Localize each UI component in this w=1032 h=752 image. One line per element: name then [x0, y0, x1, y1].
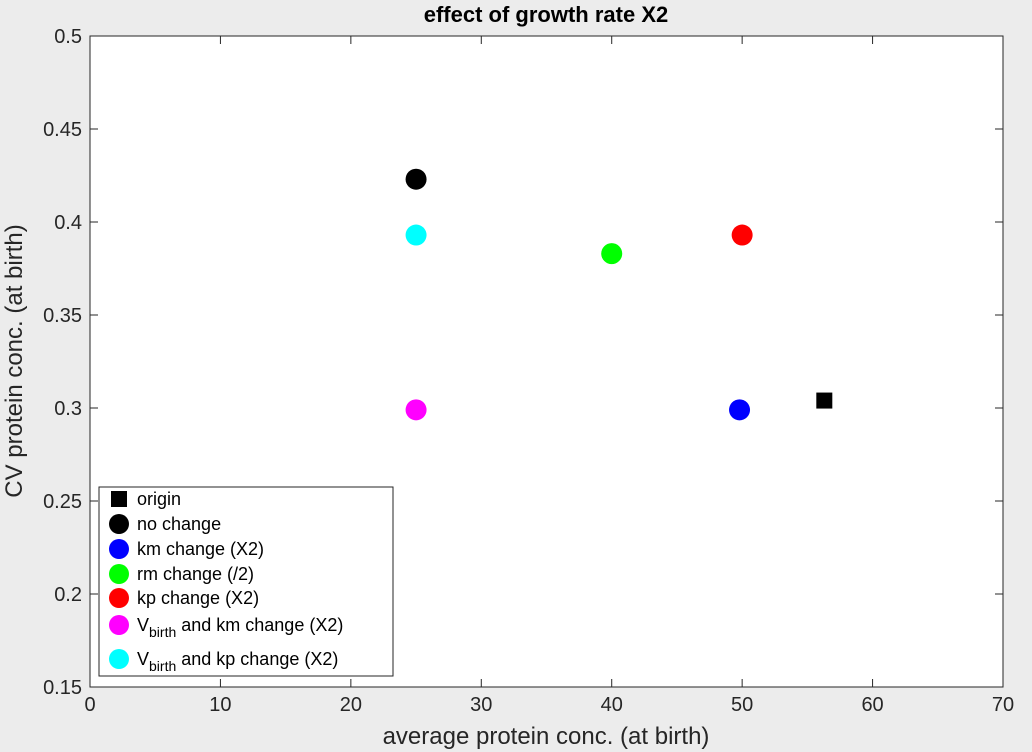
marker-series-6 — [405, 224, 427, 246]
x-tick-label: 30 — [470, 694, 492, 716]
legend-label: kp change (X2) — [137, 588, 259, 608]
y-tick-label: 0.45 — [43, 119, 82, 141]
x-tick-label: 20 — [340, 694, 362, 716]
axis-ticks — [89, 35, 1004, 688]
legend-marker — [109, 588, 129, 608]
y-tick-label: 0.5 — [54, 26, 82, 48]
x-tick-label: 10 — [209, 694, 231, 716]
x-tick-label: 40 — [601, 694, 623, 716]
legend-entry: Vbirth and kp change (X2) — [137, 649, 338, 674]
legend-marker — [111, 491, 127, 507]
legend-marker — [109, 615, 129, 635]
legend-entry: Vbirth and km change (X2) — [137, 615, 343, 640]
data-markers — [405, 168, 833, 421]
legend-label-suffix: and km change (X2) — [176, 615, 343, 635]
legend-label-subscript: birth — [149, 624, 176, 640]
legend-label: V — [137, 649, 149, 669]
marker-series-2 — [729, 399, 751, 421]
legend-entry: rm change (/2) — [137, 564, 254, 584]
y-tick-label: 0.35 — [43, 305, 82, 327]
legend-items: origin no change km change (X2) rm change (… — [109, 489, 343, 674]
y-tick-label: 0.3 — [54, 398, 82, 420]
legend-entry: kp change (X2) — [137, 588, 259, 608]
x-tick-label: 70 — [992, 694, 1014, 716]
x-axis-label: average protein conc. (at birth) — [383, 723, 710, 750]
legend-label: origin — [137, 489, 181, 509]
legend-label: km change (X2) — [137, 539, 264, 559]
legend-label: no change — [137, 514, 221, 534]
legend-label: rm change (/2) — [137, 564, 254, 584]
legend-box — [98, 486, 394, 677]
x-tick-label: 0 — [84, 694, 95, 716]
legend-marker — [109, 649, 129, 669]
legend-label-subscript: birth — [149, 658, 176, 674]
y-axis-label: CV protein conc. (at birth) — [1, 224, 28, 497]
legend-marker — [109, 514, 129, 534]
y-tick-label: 0.2 — [54, 584, 82, 606]
marker-origin — [816, 392, 833, 409]
chart-title: effect of growth rate X2 — [424, 2, 668, 27]
legend-entry: origin — [137, 489, 181, 509]
x-tick-label: 50 — [731, 694, 753, 716]
x-tick-label: 60 — [861, 694, 883, 716]
y-tick-label: 0.4 — [54, 212, 82, 234]
marker-series-4 — [731, 224, 753, 246]
legend-marker — [109, 564, 129, 584]
legend-label-suffix: and kp change (X2) — [176, 649, 338, 669]
y-tick-label: 0.25 — [43, 491, 82, 513]
legend: origin no change km change (X2) rm change (… — [98, 486, 394, 677]
legend-entry: no change — [137, 514, 221, 534]
legend-label: V — [137, 615, 149, 635]
y-tick-label: 0.15 — [43, 677, 82, 699]
marker-series-5 — [405, 399, 427, 421]
axis-tick-labels: 0 10 20 30 40 50 60 70 0.15 0.2 0.25 0.3 0.35 0.4 0.45… — [43, 26, 1014, 716]
marker-series-3 — [601, 243, 623, 265]
legend-entry: km change (X2) — [137, 539, 264, 559]
legend-marker — [109, 539, 129, 559]
marker-series-1 — [405, 168, 427, 190]
